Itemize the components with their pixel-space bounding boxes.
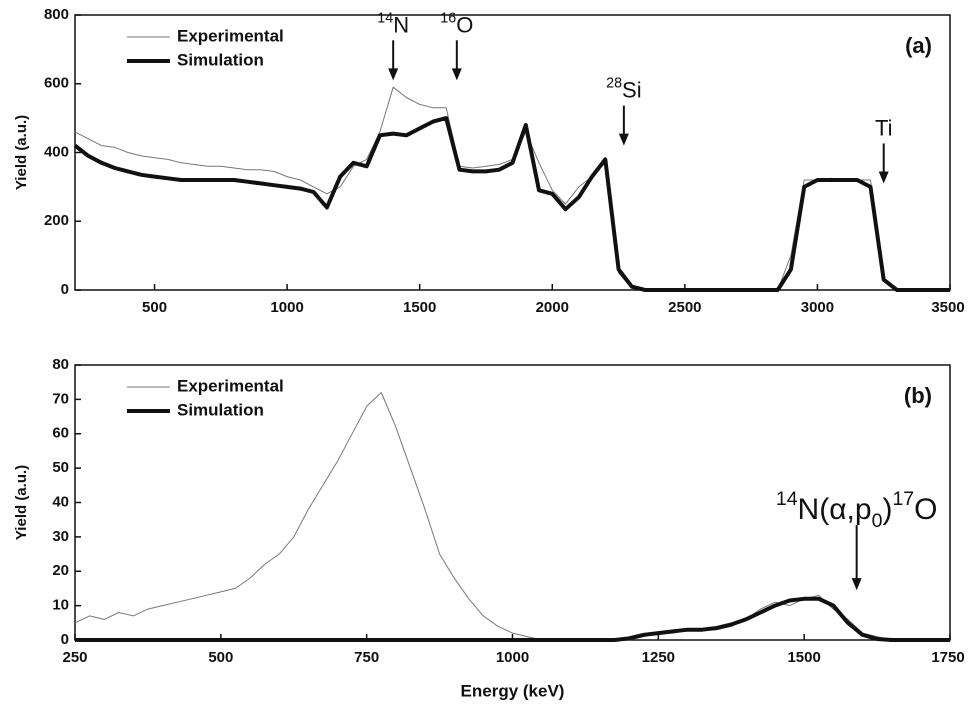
x-tick-label: 3500: [931, 299, 964, 316]
y-tick-label: 400: [44, 143, 69, 160]
y-axis-label: Yield (a.u.): [13, 465, 30, 540]
x-tick-label: 1500: [787, 649, 820, 666]
y-axis-label: Yield (a.u.): [13, 115, 30, 190]
x-tick-label: 500: [142, 299, 167, 316]
panel-label: (b): [904, 383, 932, 408]
x-tick-label: 1750: [931, 649, 964, 666]
annotation-part: 16: [440, 10, 456, 26]
y-tick-label: 0: [61, 631, 69, 648]
x-tick-label: 2500: [668, 299, 701, 316]
annotation-part: 14: [776, 488, 798, 510]
y-tick-label: 600: [44, 75, 69, 92]
annotation-part: ): [882, 493, 892, 526]
arrow-head: [618, 133, 629, 146]
annotation-part: N: [393, 12, 409, 37]
x-tick-label: 250: [62, 649, 87, 666]
y-tick-label: 0: [61, 281, 69, 298]
y-tick-label: 80: [52, 356, 69, 373]
y-tick-label: 60: [52, 425, 69, 442]
panel-label: (a): [905, 33, 932, 58]
annotation-part: 28: [606, 75, 622, 91]
annotation-part: 17: [892, 488, 914, 510]
x-axis-label: Energy (keV): [461, 681, 565, 700]
series-line: [75, 596, 950, 642]
legend-label: Experimental: [177, 376, 284, 395]
annotation-part: O: [456, 12, 473, 37]
series-line: [73, 116, 950, 292]
annotation: Ti: [875, 115, 893, 140]
arrow-head: [451, 68, 462, 81]
annotation-part: 0: [872, 510, 883, 532]
annotation-part: N(α,p: [798, 493, 872, 526]
x-tick-label: 500: [208, 649, 233, 666]
x-tick-label: 1000: [270, 299, 303, 316]
arrow-head: [388, 68, 399, 81]
annotation: 28Si: [606, 75, 641, 102]
y-tick-label: 30: [52, 528, 69, 545]
y-tick-label: 800: [44, 6, 69, 23]
annotation: 14N(α,p0)17O: [776, 488, 938, 532]
x-tick-label: 3000: [801, 299, 834, 316]
y-tick-label: 10: [52, 597, 69, 614]
legend-label: Experimental: [177, 26, 284, 45]
x-tick-label: 1250: [642, 649, 675, 666]
y-tick-label: 50: [52, 459, 69, 476]
x-tick-label: 1000: [496, 649, 529, 666]
annotation-part: 14: [377, 10, 393, 26]
annotation: 16O: [440, 10, 473, 37]
y-tick-label: 200: [44, 212, 69, 229]
x-tick-label: 750: [354, 649, 379, 666]
y-tick-label: 70: [52, 390, 69, 407]
series-line: [74, 86, 950, 291]
x-tick-label: 1500: [403, 299, 436, 316]
annotation-part: Ti: [875, 115, 893, 140]
y-tick-label: 20: [52, 562, 69, 579]
arrow-head: [851, 578, 862, 591]
y-tick-label: 40: [52, 493, 69, 510]
arrow-head: [878, 171, 889, 184]
annotation: 14N: [377, 10, 409, 37]
x-tick-label: 2000: [536, 299, 569, 316]
annotation-part: Si: [622, 77, 642, 102]
legend-label: Simulation: [177, 50, 264, 69]
legend-label: Simulation: [177, 400, 264, 419]
annotation-part: O: [914, 493, 937, 526]
